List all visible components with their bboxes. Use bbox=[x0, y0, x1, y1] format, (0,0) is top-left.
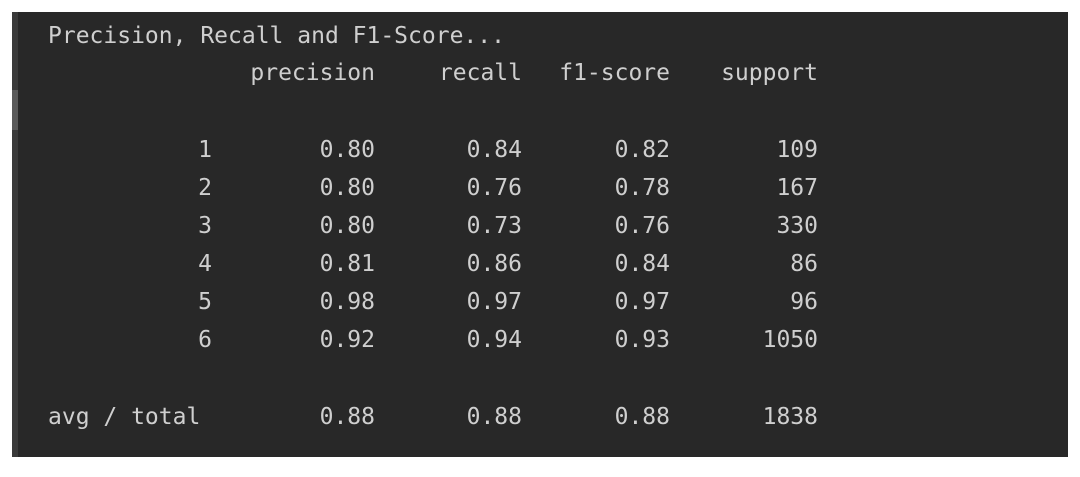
cell: 0.80 bbox=[319, 137, 375, 163]
cell: 0.84 bbox=[614, 251, 670, 277]
cell: 0.98 bbox=[319, 289, 375, 315]
cell: 0.76 bbox=[614, 213, 670, 239]
total-cell: 0.88 bbox=[319, 404, 375, 430]
cell: 1050 bbox=[762, 327, 818, 353]
column-header: f1-score bbox=[559, 60, 670, 86]
column-header: precision bbox=[250, 60, 375, 86]
cell: 330 bbox=[776, 213, 818, 239]
cell: 0.94 bbox=[466, 327, 522, 353]
row-label: 5 bbox=[198, 289, 212, 315]
cell: 0.73 bbox=[466, 213, 522, 239]
cell: 0.81 bbox=[319, 251, 375, 277]
cell: 0.80 bbox=[319, 175, 375, 201]
cell: 0.76 bbox=[466, 175, 522, 201]
cell: 0.84 bbox=[466, 137, 522, 163]
cell: 86 bbox=[790, 251, 818, 277]
column-header: recall bbox=[438, 60, 522, 86]
row-label: 4 bbox=[198, 251, 212, 277]
cell: 0.86 bbox=[466, 251, 522, 277]
column-header: support bbox=[721, 60, 818, 86]
terminal-panel bbox=[12, 12, 1068, 457]
cell: 0.80 bbox=[319, 213, 375, 239]
cell: 0.97 bbox=[614, 289, 670, 315]
total-cell: 0.88 bbox=[614, 404, 670, 430]
row-label: 2 bbox=[198, 175, 212, 201]
cell: 0.82 bbox=[614, 137, 670, 163]
total-cell: 1838 bbox=[762, 404, 818, 430]
cell: 109 bbox=[776, 137, 818, 163]
output-title: Precision, Recall and F1-Score... bbox=[48, 23, 505, 49]
row-label: 1 bbox=[198, 137, 212, 163]
total-cell: 0.88 bbox=[466, 404, 522, 430]
cell: 0.78 bbox=[614, 175, 670, 201]
row-label: 3 bbox=[198, 213, 212, 239]
cell: 0.93 bbox=[614, 327, 670, 353]
cell: 96 bbox=[790, 289, 818, 315]
cell: 167 bbox=[776, 175, 818, 201]
panel-edge bbox=[12, 12, 18, 457]
total-label: avg / total bbox=[48, 404, 201, 430]
cell: 0.97 bbox=[466, 289, 522, 315]
scroll-indicator bbox=[12, 90, 18, 130]
cell: 0.92 bbox=[319, 327, 375, 353]
row-label: 6 bbox=[198, 327, 212, 353]
